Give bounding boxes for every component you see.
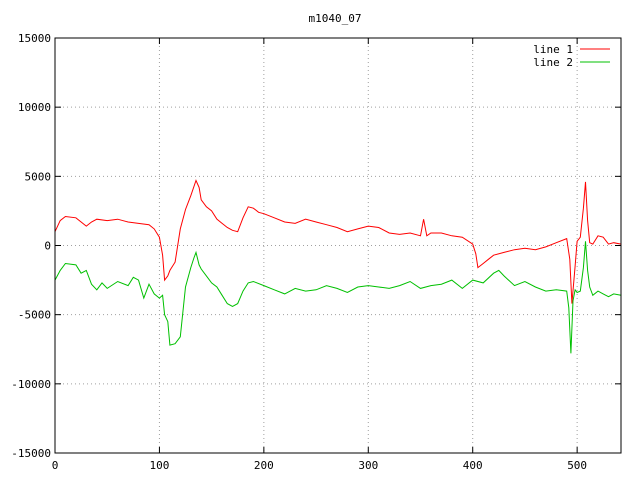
plot-frame [54,37,622,454]
series-line-2 [54,241,622,354]
x-tick-label: 400 [463,459,483,472]
y-tick-label: -15000 [11,447,51,460]
grid [55,38,621,453]
y-tick-label: -10000 [11,378,51,391]
legend-label-1: line 1 [533,43,573,56]
y-tick-label: 5000 [25,170,52,183]
x-tick-label: 0 [52,459,59,472]
y-tick-label: -5000 [18,309,51,322]
chart-title: m1040_07 [309,12,362,25]
legend-label-2: line 2 [533,56,573,69]
y-tick-label: 15000 [18,32,51,45]
axis-ticks: 0 100 200 300 400 500 -15000 -10000 -5000 0 5000 10… [11,32,621,472]
x-tick-label: 200 [254,459,274,472]
x-tick-label: 100 [149,459,169,472]
x-tick-label: 500 [567,459,587,472]
y-tick-label: 0 [44,240,51,253]
x-tick-label: 300 [358,459,378,472]
y-tick-label: 10000 [18,101,51,114]
series-line-1 [54,179,622,304]
series-lines [54,179,622,354]
